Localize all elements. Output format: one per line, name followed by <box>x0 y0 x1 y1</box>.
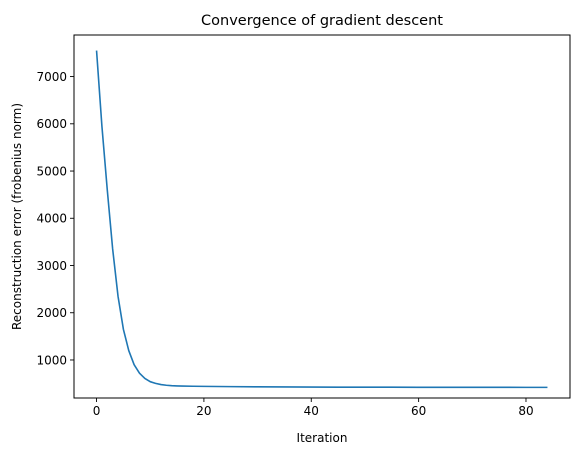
y-tick-label: 7000 <box>36 70 67 84</box>
y-axis-ticks: 1000 2000 3000 4000 5000 6000 7000 <box>36 70 74 367</box>
x-tick-label: 20 <box>196 404 211 418</box>
x-tick-label: 60 <box>411 404 426 418</box>
y-tick-label: 4000 <box>36 212 67 226</box>
x-axis-label: Iteration <box>297 431 348 445</box>
series-line-0 <box>95 50 548 389</box>
y-axis-label: Reconstruction error (frobenius norm) <box>10 103 24 330</box>
y-tick-label: 3000 <box>36 259 67 273</box>
x-tick-label: 80 <box>518 404 533 418</box>
x-axis-ticks: 0 20 40 60 80 <box>93 398 534 418</box>
y-tick-label: 1000 <box>36 353 67 367</box>
chart-title: Convergence of gradient descent <box>201 13 443 29</box>
y-tick-label: 2000 <box>36 306 67 320</box>
plot-layer <box>95 50 548 389</box>
y-tick-label: 6000 <box>36 117 67 131</box>
x-tick-label: 40 <box>304 404 319 418</box>
x-tick-label: 0 <box>93 404 101 418</box>
plot-frame <box>73 34 571 399</box>
y-tick-label: 5000 <box>36 164 67 178</box>
